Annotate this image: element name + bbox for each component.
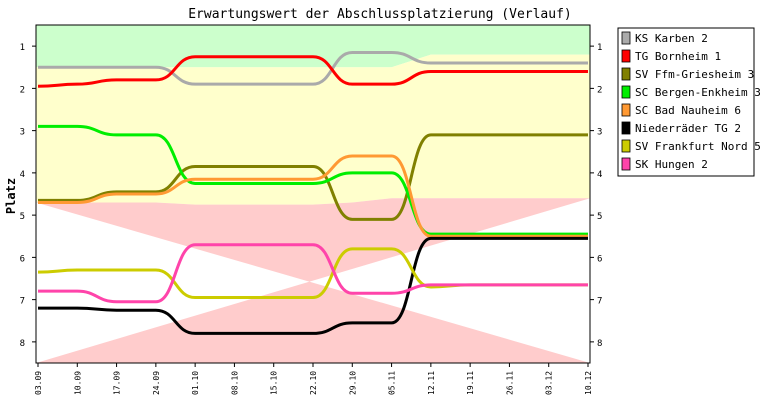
y-tick-label-right: 8	[597, 339, 602, 349]
x-tick-label: 03.09	[34, 371, 43, 395]
plot-frame	[35, 24, 591, 364]
legend: KS Karben 2 TG Bornheim 1 SV Ffm-Griesheim…	[617, 27, 760, 177]
series-line	[38, 124, 588, 236]
legend-entry: Niederräder TG 2	[635, 122, 741, 135]
series-line	[38, 243, 588, 304]
legend-entry: SV Frankfurt Nord 5	[635, 140, 760, 153]
legend-box	[617, 27, 755, 177]
legend-swatch	[621, 85, 631, 99]
x-tick-label: 08.10	[230, 371, 239, 395]
legend-swatch	[621, 103, 631, 117]
legend-entry: TG Bornheim 1	[635, 50, 721, 63]
legend-swatch	[621, 67, 631, 81]
x-tick-label: 17.09	[113, 371, 122, 395]
band-aufstieg	[36, 25, 590, 68]
legend-swatch	[621, 121, 631, 135]
series-line	[37, 133, 588, 221]
y-tick-label-left: 6	[20, 254, 25, 264]
x-tick-label: 26.11	[505, 371, 514, 395]
y-tick-label-right: 1	[597, 43, 602, 53]
legend-entry: SC Bergen-Enkheim 3	[635, 86, 760, 99]
series-line	[37, 55, 588, 88]
x-tick-label: 10.09	[73, 371, 82, 395]
axis-ticks: 1 1 2 2 3 3 4 4 5 5 6 6 7 7 8 8 03.09 10.09 17.09 24.09 01.1…	[20, 43, 603, 395]
y-tick-label-left: 3	[20, 128, 25, 138]
legend-swatch	[621, 49, 631, 63]
legend-entry: SK Hungen 2	[635, 158, 708, 171]
x-tick-label: 29.10	[348, 371, 357, 395]
y-tick-label-right: 6	[597, 254, 602, 264]
y-tick-label-right: 4	[597, 170, 602, 180]
series-lines	[37, 50, 588, 335]
x-tick-label: 24.09	[152, 371, 161, 395]
y-tick-label-left: 7	[20, 297, 25, 307]
x-tick-label: 12.11	[427, 371, 436, 395]
legend-swatch	[621, 31, 631, 45]
y-tick-label-left: 1	[20, 43, 25, 53]
series-line	[37, 236, 588, 335]
legend-swatch	[621, 157, 631, 171]
y-tick-label-right: 7	[597, 297, 602, 307]
legend-entry: SV Ffm-Griesheim 3	[635, 68, 754, 81]
band-abstieg	[36, 198, 590, 363]
x-tick-label: 15.10	[270, 371, 279, 395]
x-tick-label: 22.10	[309, 371, 318, 395]
legend-entry: KS Karben 2	[635, 32, 708, 45]
x-tick-label: 19.11	[466, 371, 475, 395]
x-tick-label: 01.10	[191, 371, 200, 395]
series-line	[38, 154, 588, 238]
y-tick-label-right: 5	[597, 212, 602, 222]
y-tick-label-left: 8	[20, 339, 25, 349]
y-tick-label-left: 5	[20, 212, 25, 222]
series-line	[38, 50, 588, 86]
y-axis-label: Platz	[4, 178, 18, 214]
x-tick-label: 05.11	[388, 371, 397, 395]
legend-swatch	[621, 139, 631, 153]
y-tick-label-left: 4	[20, 170, 25, 180]
y-tick-label-right: 3	[597, 128, 602, 138]
y-tick-label-right: 2	[597, 85, 602, 95]
legend-entry: SC Bad Nauheim 6	[635, 104, 741, 117]
band-mittelfeld	[36, 54, 590, 205]
chart-title: Erwartungswert der Abschlussplatzierung …	[188, 7, 572, 22]
x-tick-label: 03.12	[545, 371, 554, 395]
x-tick-label: 10.12	[584, 371, 593, 395]
y-tick-label-left: 2	[20, 85, 25, 95]
